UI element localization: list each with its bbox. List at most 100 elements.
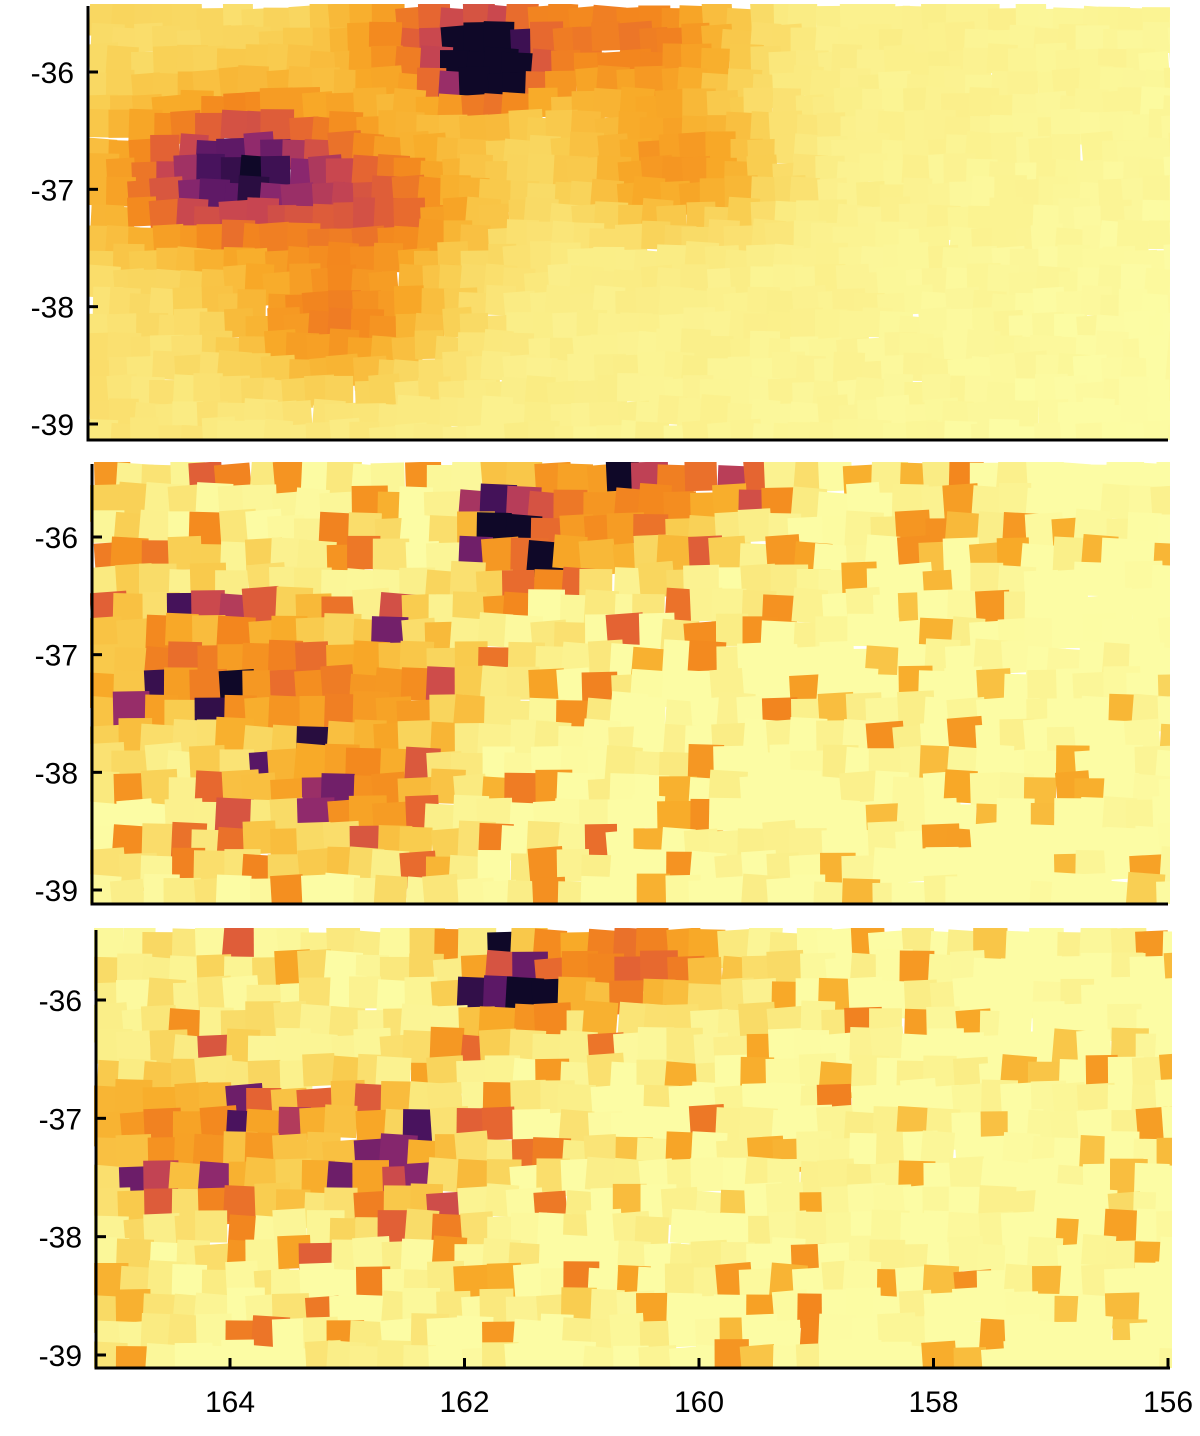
heatmap-cell bbox=[397, 720, 433, 756]
heatmap-cell bbox=[454, 1130, 490, 1166]
heatmap-cell bbox=[301, 1159, 335, 1194]
heatmap-cell bbox=[1142, 175, 1170, 205]
heatmap-cell bbox=[1116, 219, 1150, 253]
heatmap-cell bbox=[1143, 419, 1170, 440]
bottom-panel: -36 -37 -38 -39 164 162 160 158 156 bbox=[39, 928, 1193, 1419]
heatmap-cell bbox=[763, 462, 799, 493]
heatmap-cell bbox=[221, 928, 260, 961]
heatmap-cell bbox=[1161, 1104, 1172, 1143]
heatmap-cell bbox=[1156, 880, 1170, 904]
y-tick-label: -38 bbox=[31, 292, 74, 325]
heatmap-cell bbox=[1154, 586, 1170, 624]
heatmap-cell bbox=[567, 352, 598, 383]
heatmap-cell bbox=[1028, 928, 1065, 960]
heatmap-cell bbox=[700, 47, 730, 78]
heatmap-cell bbox=[995, 878, 1034, 904]
heatmap-cell bbox=[116, 618, 155, 657]
heatmap-cell bbox=[171, 1264, 208, 1300]
heatmap-cell bbox=[1075, 422, 1108, 440]
heatmap-cell bbox=[163, 667, 198, 702]
heatmap-cell bbox=[242, 820, 277, 855]
heatmap-cell bbox=[477, 612, 514, 648]
heatmap-cell bbox=[115, 1133, 153, 1171]
heatmap-cell bbox=[318, 511, 353, 546]
heatmap-cell bbox=[454, 665, 489, 701]
heatmap-cell bbox=[1079, 928, 1118, 962]
heatmap-tiles bbox=[94, 928, 1172, 1368]
heatmap-cell bbox=[578, 538, 617, 577]
heatmap-cell bbox=[504, 772, 538, 806]
x-tick-label: 162 bbox=[439, 1386, 489, 1419]
heatmap-cell bbox=[105, 69, 135, 99]
heatmap-cell bbox=[352, 1235, 392, 1276]
heatmap-cell bbox=[769, 1082, 806, 1119]
heatmap-cell bbox=[856, 419, 892, 440]
heatmap-cell bbox=[816, 112, 847, 142]
heatmap-cell bbox=[789, 798, 825, 834]
heatmap-cell bbox=[215, 874, 252, 904]
heatmap-tiles bbox=[88, 4, 1170, 440]
heatmap-cell bbox=[1157, 514, 1170, 549]
heatmap-cell bbox=[225, 1260, 259, 1295]
heatmap-cell bbox=[1131, 1343, 1168, 1368]
heatmap-cell bbox=[1148, 220, 1170, 250]
y-tick-label: -38 bbox=[35, 757, 78, 790]
heatmap-cell bbox=[293, 742, 334, 783]
heatmap-cell bbox=[815, 616, 848, 649]
heatmap-cell bbox=[902, 177, 933, 208]
heatmap-cell bbox=[951, 846, 986, 882]
heatmap-cell bbox=[968, 87, 1000, 118]
heatmap-cell bbox=[429, 1026, 465, 1062]
heatmap-cell bbox=[194, 770, 231, 807]
heatmap-cell bbox=[762, 819, 798, 856]
heatmap-cell bbox=[766, 949, 805, 989]
heatmap-cell bbox=[684, 462, 718, 492]
heatmap-cell bbox=[90, 615, 124, 653]
y-tick-label: -36 bbox=[31, 57, 74, 90]
heatmap-cell bbox=[738, 1268, 773, 1302]
heatmap-cell bbox=[393, 197, 426, 230]
heatmap-cell bbox=[348, 976, 382, 1009]
heatmap-cell bbox=[738, 1106, 778, 1146]
heatmap-cell bbox=[144, 1343, 181, 1368]
heatmap-cell bbox=[630, 794, 666, 829]
heatmap-cell bbox=[193, 373, 223, 403]
heatmap-cell bbox=[1168, 41, 1170, 77]
heatmap-cell bbox=[352, 1160, 390, 1197]
heatmap-cell bbox=[1163, 243, 1170, 274]
heatmap-cell bbox=[1025, 462, 1066, 496]
heatmap-cell bbox=[241, 585, 282, 626]
heatmap-cell bbox=[552, 312, 584, 343]
heatmap-cell bbox=[402, 1109, 438, 1144]
heatmap-cell bbox=[302, 1052, 336, 1087]
heatmap-cell bbox=[951, 1083, 988, 1120]
heatmap-cell bbox=[998, 482, 1032, 516]
heatmap-cell bbox=[348, 1345, 386, 1368]
heatmap-cell bbox=[917, 589, 954, 626]
heatmap-cell bbox=[1026, 1236, 1064, 1274]
heatmap-cell bbox=[528, 668, 566, 706]
heatmap-cell bbox=[1050, 108, 1082, 140]
heatmap-cell bbox=[106, 373, 139, 407]
heatmap-cell bbox=[1169, 175, 1170, 209]
heatmap-cell bbox=[765, 534, 802, 571]
heatmap-cell bbox=[969, 772, 1006, 808]
axis-line bbox=[86, 6, 1168, 442]
heatmap-cell bbox=[426, 1317, 461, 1352]
heatmap-cell bbox=[1150, 485, 1170, 520]
heatmap-cell bbox=[268, 695, 303, 731]
heatmap-cell bbox=[616, 372, 646, 402]
heatmap-cell bbox=[271, 1318, 306, 1352]
heatmap-cell bbox=[664, 1263, 702, 1300]
heatmap-cell bbox=[368, 373, 402, 407]
heatmap-cell bbox=[843, 1339, 882, 1368]
heatmap-cell bbox=[216, 420, 252, 440]
heatmap-cell bbox=[845, 1287, 882, 1323]
heatmap-cell bbox=[163, 877, 201, 904]
heatmap-cell bbox=[456, 976, 491, 1011]
heatmap-cell bbox=[348, 4, 379, 29]
heatmap-cell bbox=[270, 874, 305, 904]
heatmap-cell bbox=[1142, 21, 1170, 54]
heatmap-cell bbox=[1126, 512, 1162, 547]
heatmap-cell bbox=[222, 1185, 261, 1223]
